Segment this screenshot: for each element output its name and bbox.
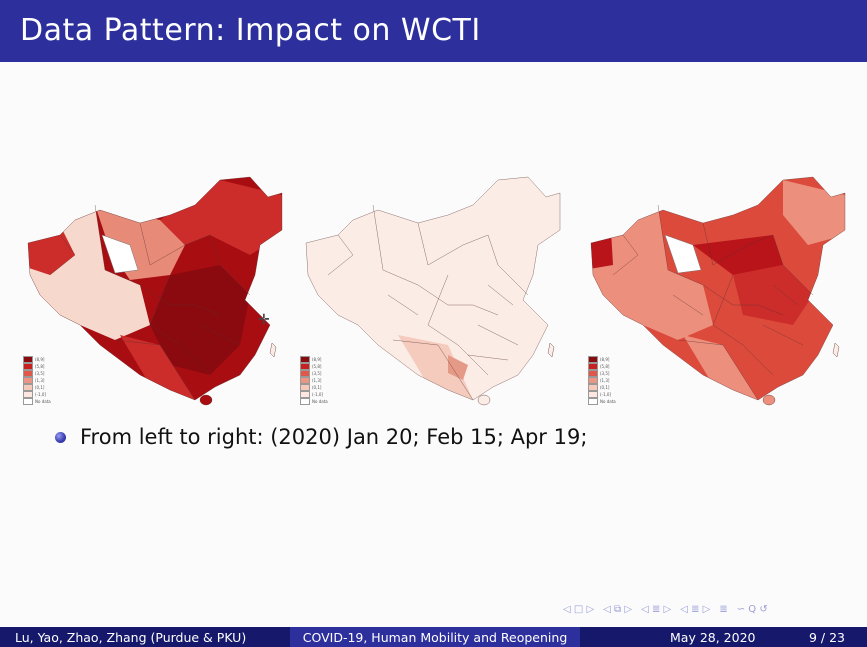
nav-first-icon[interactable]: ◁ □ ▷ — [563, 604, 595, 615]
map-jan20-legend: (8,9] (5,8] (3,5] (1,3] (0,1] (-1,0] No … — [23, 355, 51, 405]
nav-search-icon[interactable]: ∽ Q ↺ — [736, 604, 768, 615]
nav-prev-subsection-icon[interactable]: ◁ ≣ ▷ — [680, 604, 711, 615]
footer-bar: Lu, Yao, Zhao, Zhang (Purdue & PKU) COVI… — [0, 627, 867, 647]
nav-prev-section-icon[interactable]: ◁ ≣ ▷ — [641, 604, 672, 615]
footer-date-page: May 28, 2020 9 / 23 — [580, 627, 867, 647]
map-feb15-legend: (8,9] (5,8] (3,5] (1,3] (0,1] (-1,0] No … — [300, 355, 328, 405]
crosshair-cursor-icon: ✛ — [258, 312, 270, 328]
nav-prev-frame-icon[interactable]: ◁ ⧉ ▷ — [603, 604, 633, 615]
footer-page-number: 9 / 23 — [808, 629, 845, 645]
footer-date: May 28, 2020 — [670, 629, 756, 645]
footer-talk-title: COVID-19, Human Mobility and Reopening — [290, 627, 580, 647]
slide-title-bar: Data Pattern: Impact on WCTI — [0, 0, 867, 62]
bullet-item: From left to right: (2020) Jan 20; Feb 1… — [55, 425, 587, 449]
map-apr19 — [590, 176, 846, 406]
map-apr19-legend: (8,9] (5,8] (3,5] (1,3] (0,1] (-1,0] No … — [588, 355, 616, 405]
beamer-navigation: ◁ □ ▷ ◁ ⧉ ▷ ◁ ≣ ▷ ◁ ≣ ▷ ≣ ∽ Q ↺ — [563, 604, 768, 615]
slide-title: Data Pattern: Impact on WCTI — [20, 13, 481, 48]
nav-align-icon[interactable]: ≣ — [719, 604, 728, 615]
footer-authors: Lu, Yao, Zhao, Zhang (Purdue & PKU) — [0, 627, 290, 647]
map-jan20 — [27, 176, 283, 406]
map-feb15 — [305, 176, 561, 406]
bullet-dot-icon — [55, 431, 66, 443]
bullet-text: From left to right: (2020) Jan 20; Feb 1… — [80, 425, 588, 449]
